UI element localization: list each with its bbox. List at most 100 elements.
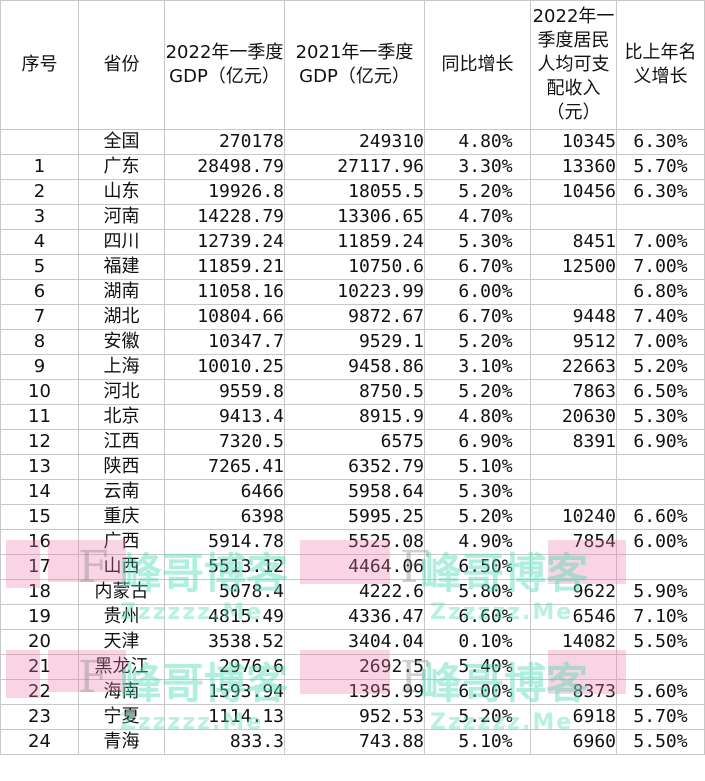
cell-province: 广西 — [78, 529, 165, 555]
cell-growth: 6.00% — [424, 279, 531, 305]
cell-gdp-2022: 7320.5 — [164, 429, 285, 455]
cell-province: 陕西 — [78, 454, 165, 480]
cell-province: 云南 — [78, 479, 165, 505]
cell-income-growth: 6.30% — [616, 129, 705, 155]
cell-gdp-2021: 952.53 — [284, 704, 425, 730]
table-row: 20 天津 3538.52 3404.04 0.10% 14082 5.50% — [0, 629, 705, 655]
cell-index: 12 — [0, 429, 79, 455]
cell-gdp-2021: 27117.96 — [284, 154, 425, 180]
cell-gdp-2022: 1114.13 — [164, 704, 285, 730]
table-row: 24 青海 833.3 743.88 5.10% 6960 5.50% — [0, 729, 705, 755]
cell-gdp-2021: 13306.65 — [284, 204, 425, 230]
cell-growth: 6.00% — [424, 679, 531, 705]
table-row: 16 广西 5914.78 5525.08 4.90% 7854 6.00% — [0, 529, 705, 555]
cell-growth: 5.20% — [424, 704, 531, 730]
cell-gdp-2022: 28498.79 — [164, 154, 285, 180]
cell-income-growth: 5.90% — [616, 579, 705, 605]
cell-income: 8373 — [530, 679, 617, 705]
cell-income-growth: 6.60% — [616, 504, 705, 530]
cell-gdp-2021: 2692.5 — [284, 654, 425, 680]
cell-growth: 3.10% — [424, 354, 531, 380]
cell-gdp-2022: 12739.24 — [164, 229, 285, 255]
cell-income-growth — [616, 454, 705, 480]
cell-province: 贵州 — [78, 604, 165, 630]
cell-income-growth — [616, 554, 705, 580]
cell-gdp-2022: 270178 — [164, 129, 285, 155]
cell-income: 14082 — [530, 629, 617, 655]
header-income: 2022年一季度居民人均可支配收入（元） — [530, 0, 617, 130]
table-row: 10 河北 9559.8 8750.5 5.20% 7863 6.50% — [0, 379, 705, 405]
table-row: 6 湖南 11058.16 10223.99 6.00% 6.80% — [0, 279, 705, 305]
header-gdp-2021: 2021年一季度GDP（亿元） — [284, 0, 425, 130]
cell-growth: 5.20% — [424, 379, 531, 405]
cell-income: 6918 — [530, 704, 617, 730]
cell-gdp-2021: 5958.64 — [284, 479, 425, 505]
cell-growth: 4.80% — [424, 404, 531, 430]
cell-gdp-2022: 2976.6 — [164, 654, 285, 680]
cell-gdp-2022: 5914.78 — [164, 529, 285, 555]
cell-index: 24 — [0, 729, 79, 755]
cell-index: 5 — [0, 254, 79, 280]
cell-growth: 4.90% — [424, 529, 531, 555]
cell-index: 22 — [0, 679, 79, 705]
cell-gdp-2022: 10347.7 — [164, 329, 285, 355]
cell-province: 宁夏 — [78, 704, 165, 730]
table-row: 15 重庆 6398 5995.25 5.20% 10240 6.60% — [0, 504, 705, 530]
cell-province: 重庆 — [78, 504, 165, 530]
cell-growth: 5.20% — [424, 179, 531, 205]
cell-gdp-2021: 5525.08 — [284, 529, 425, 555]
header-income-growth: 比上年名义增长 — [616, 0, 705, 130]
cell-index: 16 — [0, 529, 79, 555]
cell-growth: 6.70% — [424, 304, 531, 330]
cell-gdp-2022: 833.3 — [164, 729, 285, 755]
cell-gdp-2022: 4815.49 — [164, 604, 285, 630]
header-gdp-2022: 2022年一季度GDP（亿元） — [164, 0, 285, 130]
table-row: 13 陕西 7265.41 6352.79 5.10% — [0, 454, 705, 480]
cell-income-growth: 7.00% — [616, 329, 705, 355]
cell-growth: 6.50% — [424, 554, 531, 580]
cell-index: 19 — [0, 604, 79, 630]
cell-index: 9 — [0, 354, 79, 380]
cell-province: 江西 — [78, 429, 165, 455]
cell-index: 1 — [0, 154, 79, 180]
cell-income: 10240 — [530, 504, 617, 530]
table-row: 9 上海 10010.25 9458.86 3.10% 22663 5.20% — [0, 354, 705, 380]
cell-income-growth: 5.70% — [616, 704, 705, 730]
cell-income-growth: 5.70% — [616, 154, 705, 180]
cell-index: 2 — [0, 179, 79, 205]
cell-province: 河南 — [78, 204, 165, 230]
cell-growth: 6.60% — [424, 604, 531, 630]
cell-income: 7854 — [530, 529, 617, 555]
cell-growth: 5.40% — [424, 654, 531, 680]
cell-index: 13 — [0, 454, 79, 480]
cell-gdp-2021: 11859.24 — [284, 229, 425, 255]
cell-province: 海南 — [78, 679, 165, 705]
cell-province: 河北 — [78, 379, 165, 405]
cell-income: 7863 — [530, 379, 617, 405]
cell-income-growth: 6.90% — [616, 429, 705, 455]
cell-gdp-2022: 11058.16 — [164, 279, 285, 305]
cell-gdp-2022: 6466 — [164, 479, 285, 505]
cell-gdp-2022: 3538.52 — [164, 629, 285, 655]
cell-income: 10345 — [530, 129, 617, 155]
cell-growth: 3.30% — [424, 154, 531, 180]
table-row: 12 江西 7320.5 6575 6.90% 8391 6.90% — [0, 429, 705, 455]
cell-index: 18 — [0, 579, 79, 605]
cell-income-growth: 5.30% — [616, 404, 705, 430]
cell-index: 8 — [0, 329, 79, 355]
cell-province: 湖北 — [78, 304, 165, 330]
table-row: 14 云南 6466 5958.64 5.30% — [0, 479, 705, 505]
cell-income: 12500 — [530, 254, 617, 280]
cell-income — [530, 279, 617, 305]
cell-gdp-2022: 11859.21 — [164, 254, 285, 280]
table-row: 7 湖北 10804.66 9872.67 6.70% 9448 7.40% — [0, 304, 705, 330]
cell-index: 15 — [0, 504, 79, 530]
cell-income-growth: 6.00% — [616, 529, 705, 555]
table-row: 8 安徽 10347.7 9529.1 5.20% 9512 7.00% — [0, 329, 705, 355]
cell-index: 23 — [0, 704, 79, 730]
cell-income: 8391 — [530, 429, 617, 455]
cell-gdp-2022: 7265.41 — [164, 454, 285, 480]
cell-province: 四川 — [78, 229, 165, 255]
table-row: 23 宁夏 1114.13 952.53 5.20% 6918 5.70% — [0, 704, 705, 730]
cell-growth: 5.80% — [424, 579, 531, 605]
